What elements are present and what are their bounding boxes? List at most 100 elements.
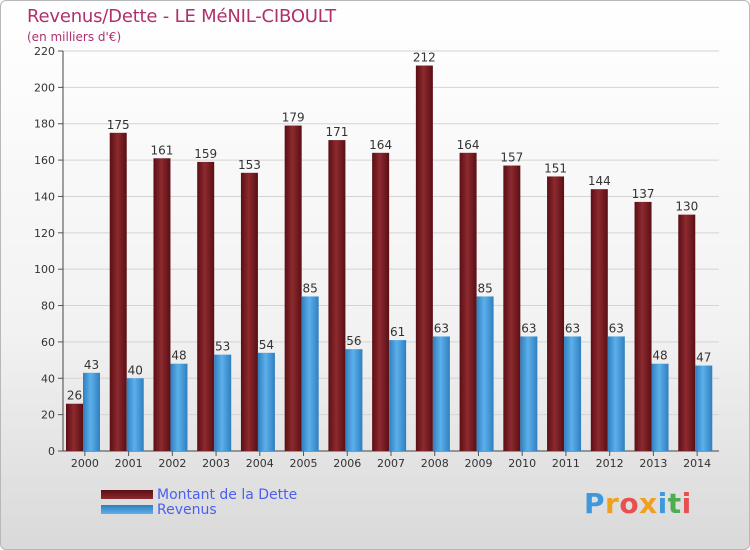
proxiti-logo: Proxiti — [584, 487, 692, 520]
data-label-debt: 171 — [325, 125, 348, 139]
bar-debt — [109, 132, 127, 451]
data-label-debt: 159 — [194, 147, 217, 161]
bar-debt — [547, 176, 565, 452]
x-tick-label: 2003 — [202, 457, 230, 470]
data-label-revenue: 85 — [477, 281, 492, 295]
x-tick-label: 2013 — [639, 457, 667, 470]
x-tick-label: 2006 — [333, 457, 361, 470]
bar-revenue — [520, 336, 538, 451]
data-label-debt: 179 — [282, 111, 305, 125]
data-label-revenue: 43 — [84, 358, 99, 372]
data-label-revenue: 48 — [652, 349, 667, 363]
chart-title: Revenus/Dette - LE MéNIL-CIBOULT — [27, 6, 336, 27]
y-tick-label: 0 — [48, 445, 55, 458]
data-label-revenue: 40 — [128, 363, 143, 377]
y-tick-label: 200 — [34, 81, 55, 94]
y-tick-label: 100 — [34, 263, 55, 276]
logo-letter: P — [584, 487, 606, 520]
legend: Montant de la Dette Revenus — [101, 486, 298, 518]
x-tick-label: 2004 — [246, 457, 274, 470]
data-label-debt: 175 — [107, 118, 130, 132]
y-tick-label: 80 — [41, 300, 55, 313]
data-label-debt: 26 — [67, 389, 82, 403]
chart-subtitle: (en milliers d'€) — [27, 30, 122, 44]
bar-debt — [415, 65, 433, 451]
bar-debt — [372, 152, 390, 451]
legend-label-revenue: Revenus — [157, 501, 217, 518]
bar-debt — [66, 403, 83, 451]
x-tick-label: 2009 — [464, 457, 492, 470]
bar-revenue — [301, 296, 319, 451]
data-label-debt: 151 — [544, 161, 567, 175]
x-tick-label: 2008 — [421, 457, 449, 470]
logo-letter: t — [667, 487, 682, 520]
data-label-revenue: 61 — [390, 325, 405, 339]
data-label-revenue: 63 — [609, 321, 624, 335]
y-tick-label: 160 — [34, 154, 55, 167]
x-tick-label: 2007 — [377, 457, 405, 470]
legend-label-debt: Montant de la Dette — [157, 486, 298, 503]
bar-revenue — [345, 349, 363, 451]
y-tick-label: 220 — [34, 45, 55, 58]
data-label-debt: 164 — [369, 138, 392, 152]
legend-swatch-revenue — [101, 505, 153, 514]
x-tick-label: 2010 — [508, 457, 536, 470]
data-label-revenue: 85 — [303, 281, 318, 295]
bar-debt — [503, 165, 521, 451]
bar-debt — [678, 214, 696, 451]
data-label-revenue: 63 — [434, 321, 449, 335]
x-tick-label: 2011 — [552, 457, 580, 470]
bar-revenue — [651, 363, 669, 451]
x-tick-label: 2012 — [596, 457, 624, 470]
data-label-revenue: 54 — [259, 338, 274, 352]
data-label-debt: 164 — [457, 138, 480, 152]
data-label-debt: 137 — [632, 187, 655, 201]
y-tick-label: 60 — [41, 336, 55, 349]
data-label-revenue: 63 — [565, 321, 580, 335]
bar-revenue — [257, 352, 275, 451]
logo-letter: r — [605, 487, 620, 520]
bar-revenue — [126, 378, 144, 451]
bar-revenue — [432, 336, 450, 451]
x-tick-label: 2001 — [115, 457, 143, 470]
bar-revenue — [389, 340, 407, 451]
y-tick-label: 20 — [41, 409, 55, 422]
logo-letter: o — [619, 487, 640, 520]
x-tick-label: 2002 — [158, 457, 186, 470]
bars — [66, 65, 713, 452]
data-label-revenue: 53 — [215, 340, 230, 354]
bar-debt — [459, 152, 477, 451]
logo-letter: i — [681, 487, 692, 520]
bar-revenue — [170, 363, 188, 451]
legend-item-revenue: Revenus — [101, 501, 297, 518]
bar-revenue — [214, 354, 232, 451]
data-label-revenue: 63 — [521, 321, 536, 335]
bar-debt — [153, 158, 171, 452]
legend-item-debt: Montant de la Dette — [101, 486, 298, 503]
y-tick-label: 180 — [34, 118, 55, 131]
legend-swatch-debt — [101, 490, 153, 499]
bar-revenue — [83, 372, 100, 451]
logo-letter: i — [657, 487, 668, 520]
y-tick-label: 120 — [34, 227, 55, 240]
bar-debt — [284, 125, 302, 451]
data-label-revenue: 47 — [696, 351, 711, 365]
bar-revenue — [476, 296, 494, 451]
y-tick-label: 140 — [34, 190, 55, 203]
x-tick-label: 2014 — [683, 457, 711, 470]
bar-labels: 26 43 175 40 161 48 159 53 153 54 179 85 171 56 164 61 2… — [67, 51, 712, 403]
bar-revenue — [564, 336, 582, 451]
bar-debt — [590, 189, 608, 451]
bar-debt — [240, 172, 258, 451]
x-tick-label: 2000 — [71, 457, 99, 470]
bar-revenue — [607, 336, 625, 451]
axes: 0 20 40 60 80 100 120 140 160 180 200 220 2000 2001 20… — [34, 45, 719, 470]
x-tick-label: 2005 — [290, 457, 318, 470]
data-label-debt: 153 — [238, 158, 261, 172]
bar-revenue — [695, 365, 713, 451]
data-label-debt: 130 — [675, 200, 698, 214]
data-label-revenue: 48 — [171, 349, 186, 363]
data-label-revenue: 56 — [346, 334, 361, 348]
